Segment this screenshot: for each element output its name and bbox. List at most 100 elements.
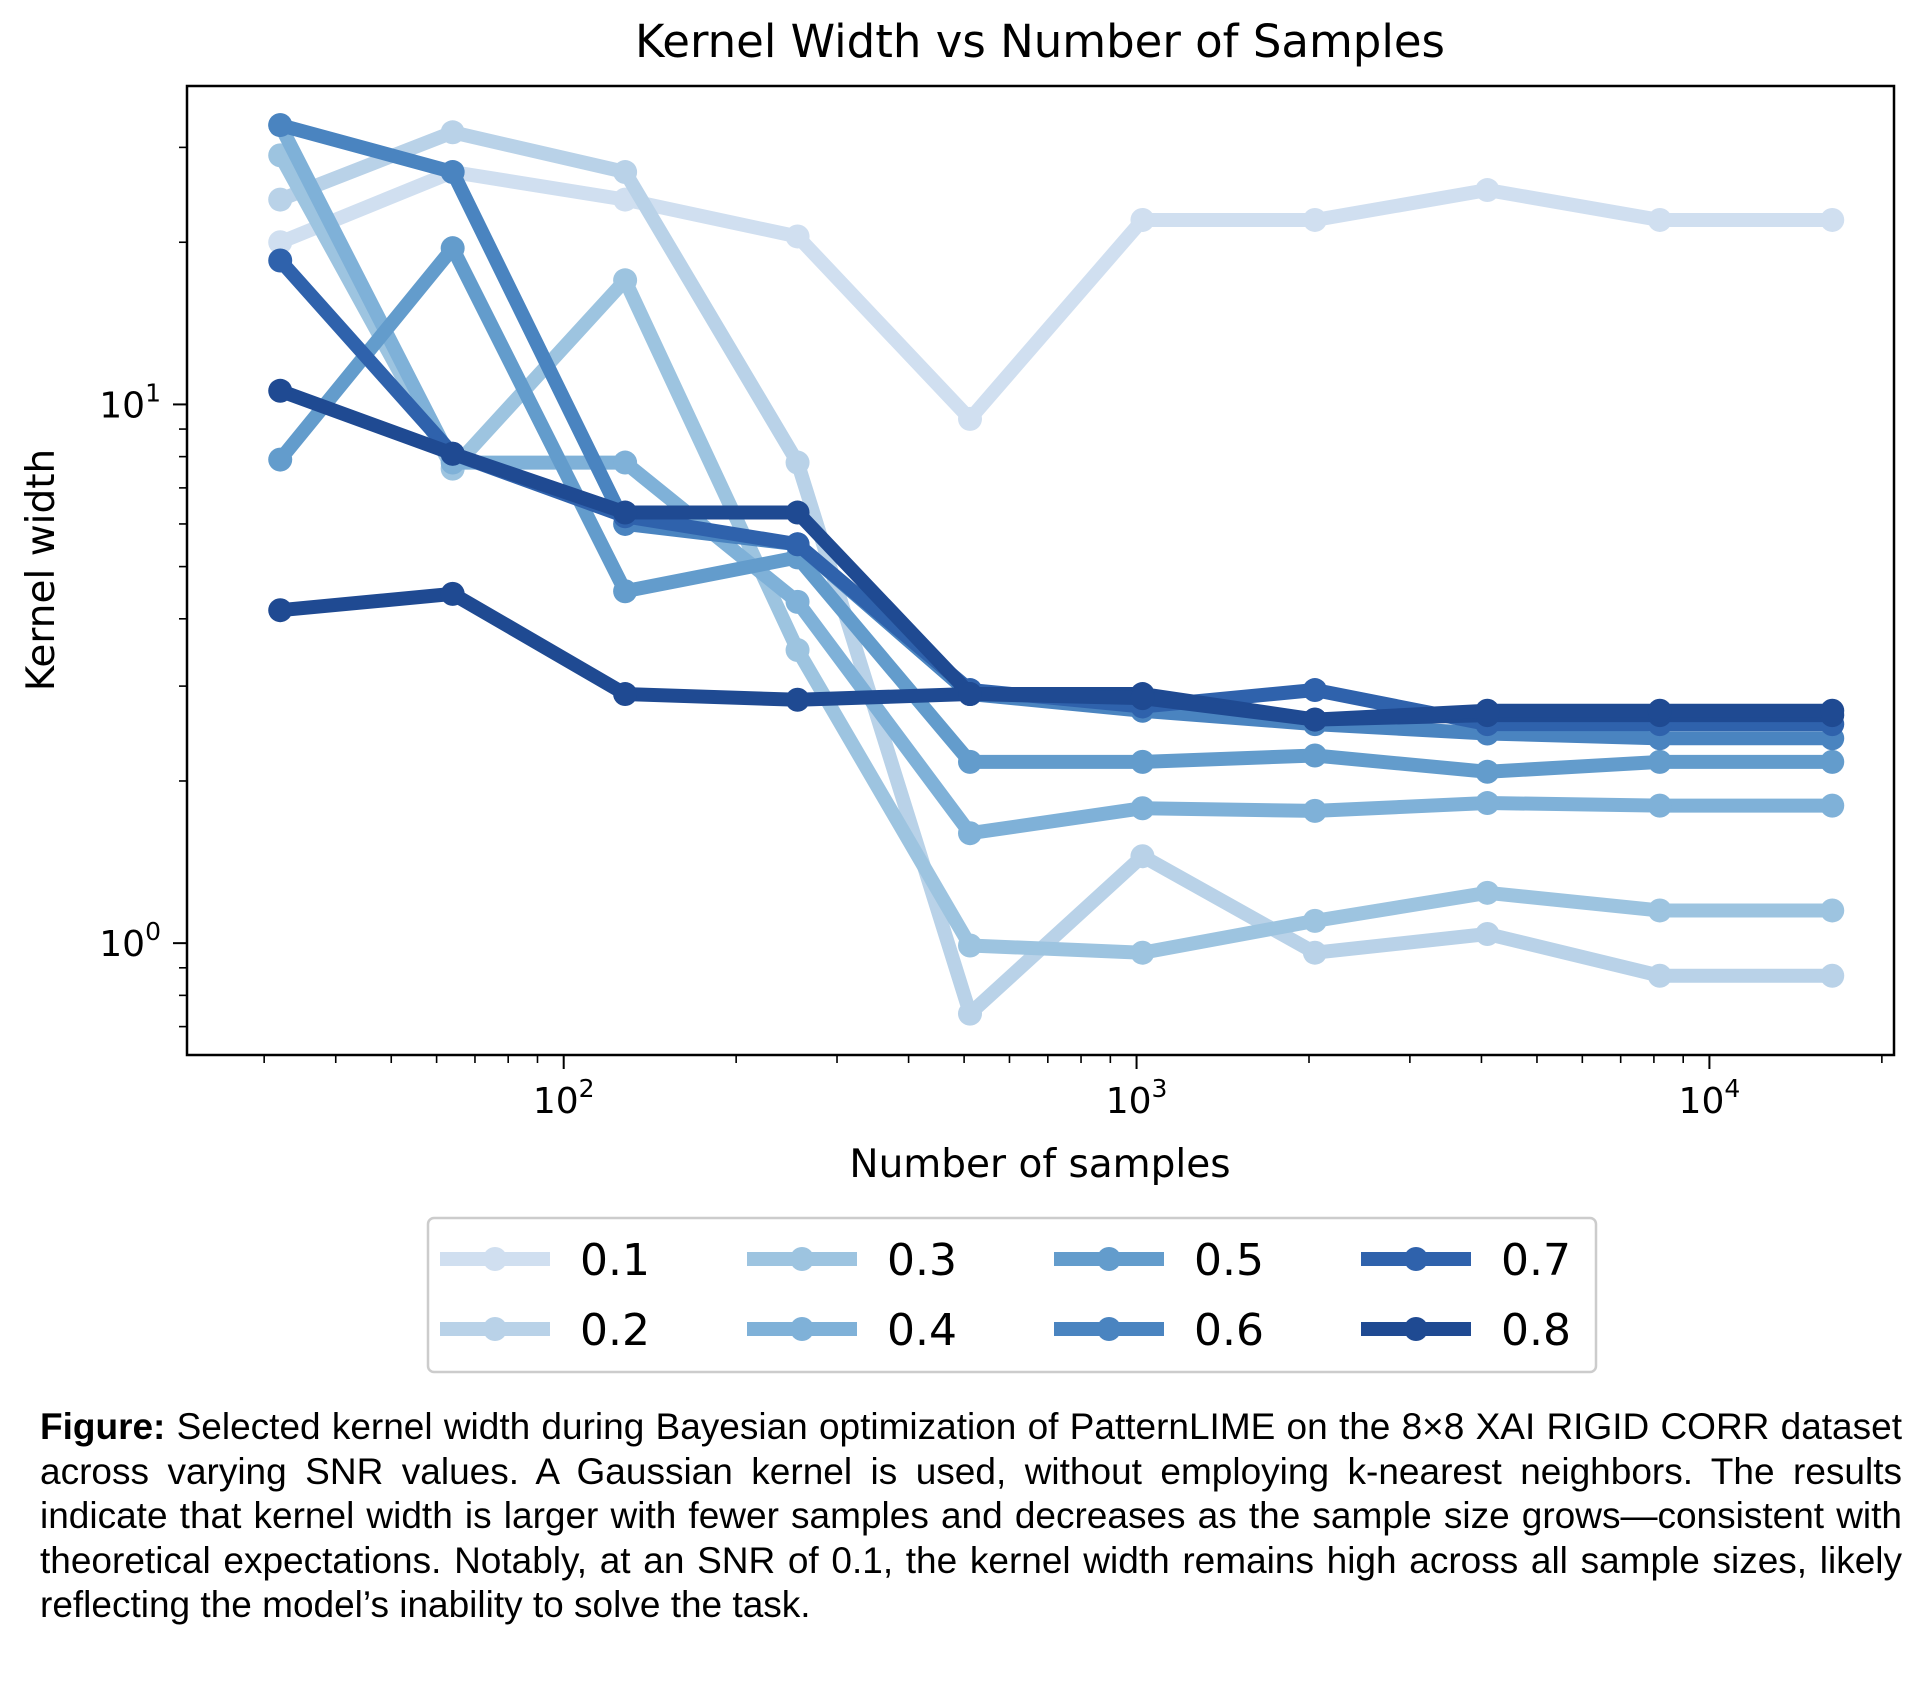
x-axis: 102 103 104 — [263, 1055, 1883, 1122]
data-point — [1820, 793, 1845, 818]
data-point — [613, 500, 638, 525]
data-point — [958, 406, 983, 431]
series-line — [273, 118, 1840, 746]
data-point — [613, 160, 638, 185]
legend-swatch-marker — [483, 1247, 507, 1271]
data-point — [958, 821, 983, 846]
plot-area — [268, 113, 1845, 1026]
legend-label: 0.2 — [580, 1305, 650, 1356]
data-point — [1820, 698, 1845, 723]
legend-item: 0.1 — [440, 1235, 650, 1286]
series-2 — [268, 120, 1845, 1026]
data-point — [268, 598, 293, 623]
data-point — [613, 268, 638, 293]
data-point — [785, 589, 810, 614]
data-point — [1302, 798, 1327, 823]
data-point — [1820, 207, 1845, 232]
legend-label: 0.1 — [580, 1235, 650, 1286]
data-point — [1647, 207, 1672, 232]
legend-label: 0.5 — [1194, 1235, 1264, 1286]
y-tick-label: 100 — [99, 917, 161, 965]
data-point — [1130, 940, 1155, 965]
data-point — [1647, 793, 1672, 818]
x-tick-label: 103 — [1106, 1074, 1168, 1122]
legend-item: 0.8 — [1361, 1305, 1571, 1356]
data-point — [613, 682, 638, 707]
legend-label: 0.4 — [887, 1305, 957, 1356]
series-line — [273, 148, 1840, 960]
data-point — [1130, 686, 1155, 711]
data-point — [958, 1001, 983, 1026]
data-point — [1820, 963, 1845, 988]
data-point — [785, 532, 810, 557]
data-point — [268, 187, 293, 212]
series-3 — [268, 143, 1845, 965]
series-8 — [268, 378, 1845, 732]
legend-swatch-marker — [790, 1247, 814, 1271]
data-point — [1647, 898, 1672, 923]
data-point — [268, 113, 293, 138]
plot-frame — [185, 84, 1896, 1057]
data-point — [1647, 698, 1672, 723]
legend-label: 0.6 — [1194, 1305, 1264, 1356]
legend-label: 0.3 — [887, 1235, 957, 1286]
legend-item: 0.5 — [1054, 1235, 1264, 1286]
series-4 — [268, 113, 1845, 846]
data-point — [1475, 921, 1500, 946]
data-point — [268, 248, 293, 273]
data-point — [1475, 791, 1500, 816]
legend-item: 0.6 — [1054, 1305, 1264, 1356]
series-line — [273, 383, 1840, 727]
data-point — [1475, 759, 1500, 784]
data-point — [1302, 207, 1327, 232]
data-point — [1647, 963, 1672, 988]
y-axis: 100 101 — [99, 146, 187, 1028]
legend-label: 0.7 — [1501, 1235, 1571, 1286]
x-axis-label: Number of samples — [849, 1142, 1230, 1187]
caption-label: Figure: — [40, 1406, 166, 1447]
data-point — [958, 682, 983, 707]
data-point — [1820, 749, 1845, 774]
data-point — [1302, 678, 1327, 703]
data-point — [440, 441, 465, 466]
data-point — [785, 638, 810, 663]
x-tick-label: 102 — [533, 1074, 595, 1122]
data-point — [1647, 749, 1672, 774]
legend-swatch-marker — [1097, 1247, 1121, 1271]
data-point — [440, 581, 465, 606]
data-point — [1130, 749, 1155, 774]
data-point — [1820, 898, 1845, 923]
x-tick-label: 104 — [1679, 1074, 1741, 1122]
series-line — [273, 118, 1840, 841]
legend: 0.1 0.2 0.3 0.4 0.5 0.6 0.7 0.8 — [426, 1216, 1598, 1374]
data-point — [1302, 940, 1327, 965]
y-tick-label: 101 — [99, 378, 161, 426]
legend-swatch-marker — [1404, 1247, 1428, 1271]
series-line — [273, 586, 1840, 727]
legend-item: 0.3 — [747, 1235, 957, 1286]
legend-item: 0.4 — [747, 1305, 957, 1356]
data-point — [613, 450, 638, 475]
series-line — [273, 125, 1840, 1021]
data-point — [958, 933, 983, 958]
data-point — [1302, 908, 1327, 933]
data-point — [268, 378, 293, 403]
legend-box — [426, 1216, 1598, 1374]
data-point — [1130, 796, 1155, 821]
figure-caption: Figure: Selected kernel width during Bay… — [40, 1405, 1902, 1628]
data-point — [1302, 707, 1327, 732]
data-point — [440, 236, 465, 261]
chart-title: Kernel Width vs Number of Samples — [635, 15, 1445, 68]
data-point — [1130, 207, 1155, 232]
data-point — [1475, 880, 1500, 905]
data-point — [958, 749, 983, 774]
legend-item: 0.7 — [1361, 1235, 1571, 1286]
data-point — [785, 450, 810, 475]
data-point — [268, 447, 293, 472]
data-point — [1475, 698, 1500, 723]
data-point — [1130, 844, 1155, 869]
caption-text: Selected kernel width during Bayesian op… — [40, 1406, 1902, 1625]
legend-swatch-marker — [790, 1317, 814, 1341]
series-9 — [268, 581, 1845, 732]
data-point — [785, 500, 810, 525]
